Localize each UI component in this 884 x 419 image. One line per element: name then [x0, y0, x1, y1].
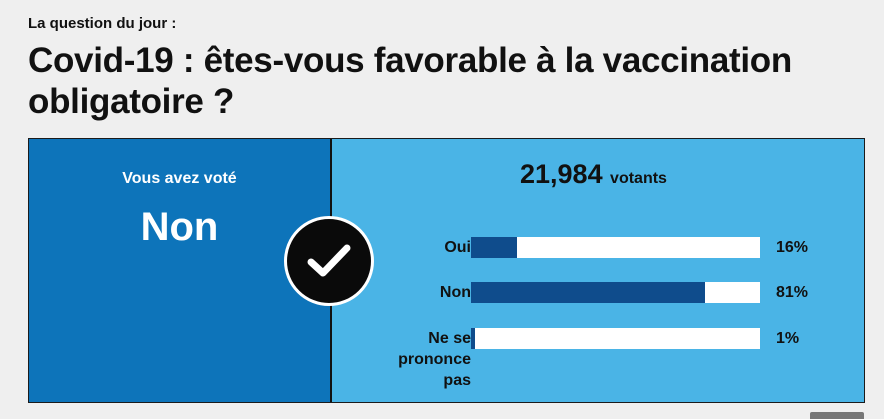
result-bar-fill [471, 328, 476, 349]
check-icon [284, 216, 374, 306]
total-votes-count: 21,984 [520, 159, 603, 189]
your-vote-panel: Vous avez voté Non [29, 139, 332, 402]
result-label: Ne se prononce pas [398, 330, 471, 389]
your-vote-choice: Non [140, 205, 219, 249]
scroll-to-top-tab[interactable] [810, 412, 864, 419]
total-votes: 21,984 votants [520, 159, 667, 190]
result-percent: 16% [776, 239, 809, 256]
result-bar-track [471, 237, 760, 258]
result-label: Oui [444, 239, 471, 256]
total-votes-unit: votants [610, 170, 667, 187]
poll-question: Covid-19 : êtes-vous favorable à la vacc… [28, 41, 792, 121]
result-bar-track [471, 282, 760, 303]
result-bar-fill [471, 282, 706, 303]
poll-widget: Vous avez voté Non 21,984 votants Oui 16… [28, 138, 865, 403]
result-bar-fill [471, 237, 518, 258]
check-icon-glyph [307, 244, 351, 277]
result-percent: 81% [776, 284, 809, 301]
results-panel: 21,984 votants Oui 16% Non 81% Ne se pro… [332, 139, 864, 402]
result-label: Non [439, 284, 471, 301]
result-bar-track [471, 328, 760, 349]
your-vote-label: Vous avez voté [122, 170, 237, 187]
poll-kicker: La question du jour : [28, 15, 177, 32]
result-percent: 1% [776, 330, 800, 347]
